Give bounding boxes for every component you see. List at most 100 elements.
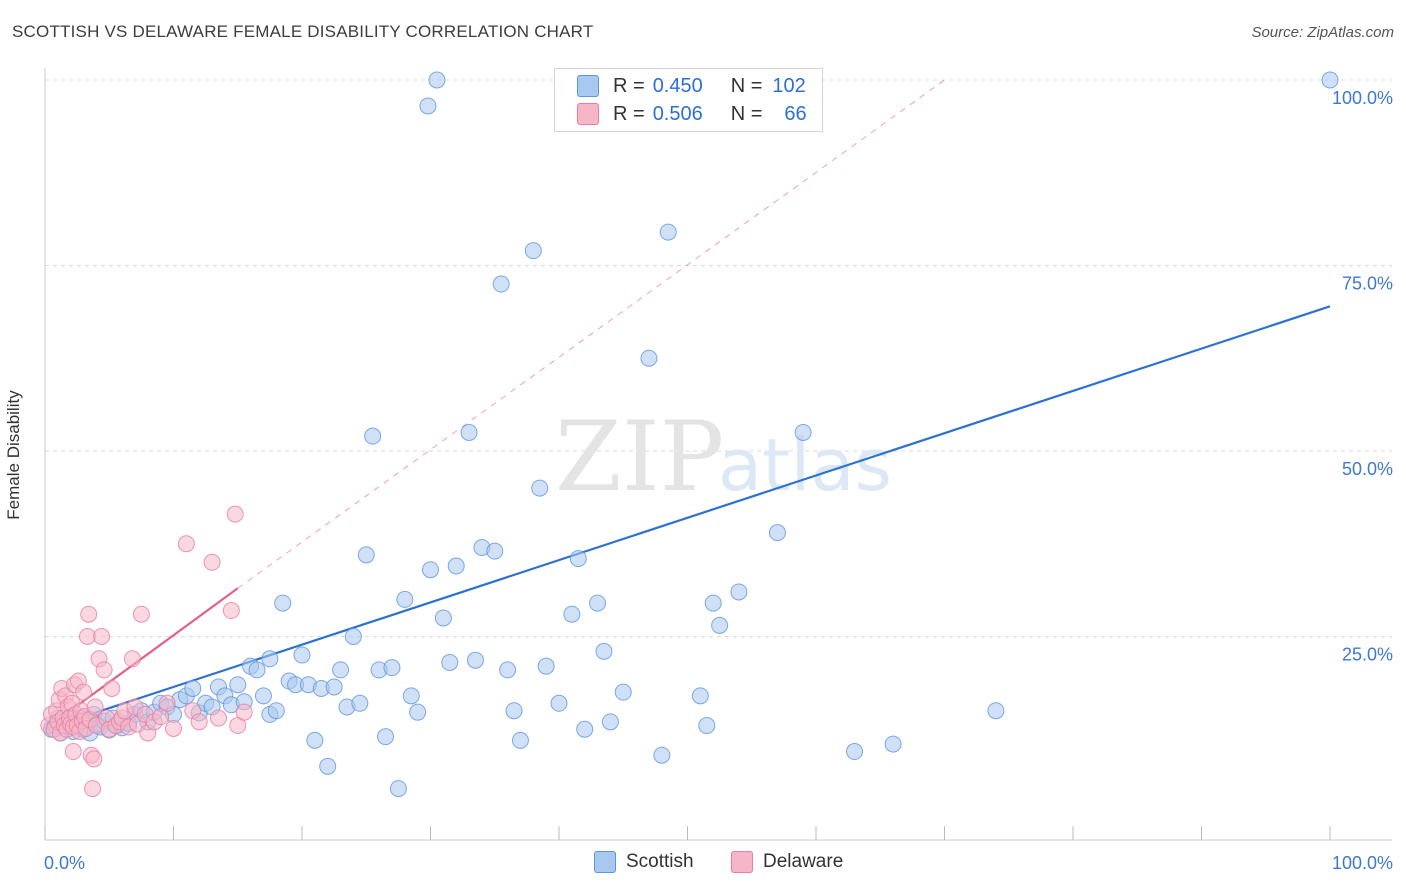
y-tick-label: 75.0% xyxy=(1342,274,1393,294)
delaware-point xyxy=(85,750,103,768)
scottish-point xyxy=(589,594,607,612)
y-tick-label: 100.0% xyxy=(1332,88,1393,108)
scottish-point xyxy=(466,651,484,669)
scottish-point xyxy=(499,661,517,679)
delaware-point xyxy=(80,605,98,623)
chart-title: SCOTTISH VS DELAWARE FEMALE DISABILITY C… xyxy=(12,22,594,41)
delaware-point xyxy=(95,661,113,679)
delaware-point xyxy=(64,743,82,761)
legend-swatch-delaware xyxy=(731,851,753,873)
legend-n-label: N = xyxy=(730,74,763,97)
scottish-point xyxy=(1321,71,1339,89)
scottish-point xyxy=(537,657,555,675)
delaware-point xyxy=(103,679,121,697)
scottish-point xyxy=(691,687,709,705)
scottish-point xyxy=(184,679,202,697)
scottish-point xyxy=(332,661,350,679)
scottish-point xyxy=(505,702,523,720)
scottish-point xyxy=(383,659,401,677)
x-tick-label: 100.0% xyxy=(1332,853,1393,873)
scottish-point xyxy=(402,687,420,705)
scottish-point xyxy=(344,628,362,645)
scottish-point xyxy=(364,427,382,445)
legend-r-label: R = xyxy=(613,102,645,125)
x-tick-label: 0.0% xyxy=(44,853,85,873)
scottish-point xyxy=(486,542,504,560)
scottish-point xyxy=(492,275,510,293)
scottish-point xyxy=(351,694,369,712)
scottish-point xyxy=(428,71,446,89)
scottish-point xyxy=(614,683,632,701)
delaware-point xyxy=(78,628,96,645)
delaware-point xyxy=(132,605,150,623)
scottish-point xyxy=(396,590,414,608)
legend-n-value: 102 xyxy=(772,74,806,97)
scottish-point xyxy=(422,561,439,579)
legend-label-delaware: Delaware xyxy=(763,851,844,872)
scottish-point xyxy=(419,97,437,115)
scottish-point xyxy=(229,676,247,694)
scottish-point xyxy=(248,661,266,679)
legend-n-label: N = xyxy=(730,102,763,125)
scottish-point xyxy=(319,757,337,775)
scottish-point xyxy=(987,702,1005,720)
scottish-point xyxy=(730,583,748,601)
delaware-point xyxy=(84,780,102,798)
legend-item-scottish[interactable]: Scottish xyxy=(594,851,694,873)
legend-r-value: 0.506 xyxy=(652,102,703,125)
scottish-point xyxy=(325,678,343,696)
scottish-point xyxy=(447,557,465,575)
scottish-point xyxy=(711,616,729,634)
legend-r-label: R = xyxy=(613,74,645,97)
scottish-point xyxy=(704,594,722,612)
legend-n-value: 66 xyxy=(784,102,807,125)
scottish-point xyxy=(441,653,459,671)
scottish-point xyxy=(768,524,786,542)
scottish-point xyxy=(659,223,677,241)
legend-r-value: 0.450 xyxy=(652,74,703,97)
series-legend: Scottish Delaware xyxy=(0,851,1406,879)
trendline-delaware-dashed xyxy=(237,79,945,589)
scottish-point xyxy=(531,479,549,497)
source-label: Source: ZipAtlas.com xyxy=(1251,24,1394,41)
scottish-point xyxy=(595,642,613,660)
legend-swatch-scottish xyxy=(577,75,599,97)
scottish-point xyxy=(550,694,568,712)
scottish-point xyxy=(846,743,864,761)
delaware-point xyxy=(93,628,111,645)
delaware-point xyxy=(190,713,208,731)
y-tick-label: 25.0% xyxy=(1342,645,1393,665)
scottish-point xyxy=(569,550,587,568)
legend-row-delaware: R = 0.506 N = 66 xyxy=(577,102,807,126)
scottish-point xyxy=(306,731,324,749)
delaware-point xyxy=(86,698,104,716)
scottish-point xyxy=(274,594,292,612)
legend-label-scottish: Scottish xyxy=(626,851,694,872)
delaware-point xyxy=(75,683,93,701)
delaware-point xyxy=(165,720,182,738)
grid-lines xyxy=(45,79,1392,637)
scottish-point xyxy=(409,703,427,721)
scottish-point xyxy=(261,650,279,668)
scottish-point xyxy=(254,687,272,705)
delaware-point xyxy=(203,553,221,571)
scottish-point xyxy=(357,546,375,564)
scottish-point xyxy=(524,242,542,260)
correlation-legend: R = 0.450 N = 102 R = 0.506 N = 66 xyxy=(554,68,823,132)
scottish-point xyxy=(511,731,529,749)
legend-item-delaware[interactable]: Delaware xyxy=(731,851,843,873)
scottish-point xyxy=(601,713,619,731)
scottish-point xyxy=(698,717,716,735)
watermark-zip: ZIP xyxy=(555,401,724,513)
delaware-point xyxy=(222,602,240,620)
scottish-point xyxy=(389,780,407,798)
scottish-point xyxy=(563,605,581,623)
legend-row-scottish: R = 0.450 N = 102 xyxy=(577,74,806,98)
delaware-point xyxy=(123,650,141,668)
scottish-point xyxy=(884,735,902,753)
scottish-point xyxy=(460,423,478,441)
scottish-point xyxy=(434,609,452,627)
scottish-point xyxy=(576,720,594,738)
delaware-point xyxy=(177,535,195,553)
